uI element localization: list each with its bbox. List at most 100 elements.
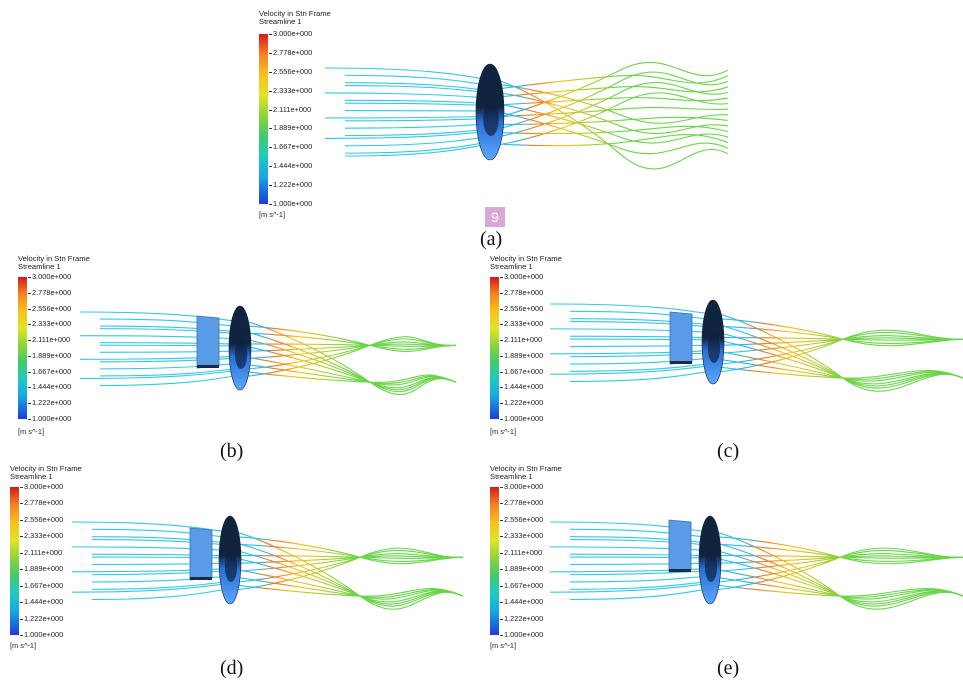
streamline (569, 549, 963, 590)
streamline-plot-a (324, 61, 729, 170)
legend-tick-label: 1.222e+000 (499, 613, 544, 623)
legend-e: Velocity in Stn Frame Streamline 1 3.000… (490, 464, 562, 650)
streamline (344, 82, 729, 147)
streamline (569, 575, 963, 598)
legend-tick-label: 2.778e+000 (499, 287, 544, 297)
legend-tick-label: 2.556e+000 (499, 514, 544, 524)
streamline (324, 125, 729, 139)
streamline (324, 107, 729, 119)
legend-a: Velocity in Stn Frame Streamline 1 3.000… (259, 9, 331, 219)
legend-tick-label: 1.444e+000 (499, 597, 544, 607)
caption-d: (d) (220, 657, 244, 679)
streamline (344, 85, 729, 135)
legend-title: Velocity in Stn Frame (490, 464, 562, 473)
streamline-plot-d (71, 515, 464, 610)
legend-tick-label: 1.667e+000 (27, 366, 72, 376)
legend-tick-label: 1.000e+000 (27, 414, 72, 423)
streamline (344, 99, 729, 144)
streamline-plot-e (549, 515, 963, 610)
rotor-hub (224, 551, 238, 582)
caption-a: (a) (480, 228, 503, 250)
legend-tick-label: 1.444e+000 (268, 161, 313, 171)
legend-tick-label: 1.000e+000 (19, 630, 64, 639)
legend-tick-label: 2.111e+000 (19, 547, 63, 557)
color-bar (490, 487, 499, 635)
legend-tick-label: 2.556e+000 (27, 303, 72, 313)
streamline (99, 338, 457, 377)
duct-shape (189, 527, 213, 581)
panel-a: Velocity in Stn Frame Streamline 1 3.000… (0, 0, 963, 250)
legend-tick-label: 2.333e+000 (499, 319, 544, 329)
streamline (344, 71, 729, 137)
legend-title: Velocity in Stn Frame (18, 254, 90, 263)
legend-tick-label: 1.889e+000 (268, 123, 313, 133)
legend-tick-label: 3.000e+000 (27, 272, 72, 281)
streamline (71, 521, 464, 610)
caption-e: (e) (717, 657, 740, 679)
duct-rim (197, 365, 219, 368)
streamline (71, 583, 464, 597)
legend-tick-label: 1.889e+000 (499, 350, 544, 360)
caption-b: (b) (220, 440, 244, 462)
streamline (344, 74, 729, 124)
legend-d: Velocity in Stn Frame Streamline 1 3.000… (10, 464, 82, 650)
legend-tick-label: 2.333e+000 (499, 531, 544, 541)
streamline (324, 67, 729, 170)
legend-title: Velocity in Stn Frame (259, 9, 331, 18)
legend-tick-label: 1.000e+000 (499, 414, 544, 423)
legend-tick-label: 1.444e+000 (19, 597, 64, 607)
rotor-hub (483, 102, 499, 136)
legend-tick-label: 3.000e+000 (268, 29, 313, 38)
legend-title: Velocity in Stn Frame (10, 464, 82, 473)
streamline (569, 331, 963, 372)
streamline (569, 547, 963, 601)
legend-tick-label: 3.000e+000 (499, 482, 544, 491)
legend-tick-label: 1.222e+000 (268, 180, 313, 190)
page-badge: 9 (485, 207, 505, 227)
streamline (344, 61, 729, 122)
legend-subtitle: Streamline 1 (18, 262, 61, 271)
rotor-hub (704, 551, 718, 582)
legend-subtitle: Streamline 1 (490, 262, 533, 271)
panel-e: Velocity in Stn Frame Streamline 1 3.000… (480, 460, 963, 684)
streamline (91, 549, 464, 590)
legend-tick-label: 1.889e+000 (499, 564, 544, 574)
color-bar (18, 277, 27, 419)
streamline (99, 362, 457, 384)
rotor-hub (234, 339, 248, 369)
legend-tick-label: 2.778e+000 (499, 498, 544, 508)
legend-tick-label: 2.111e+000 (268, 104, 312, 114)
color-bar (490, 277, 499, 419)
legend-units: [m s^-1] (18, 427, 45, 436)
streamline (549, 365, 963, 379)
legend-tick-label: 2.333e+000 (27, 319, 72, 329)
legend-tick-label: 1.000e+000 (499, 630, 544, 639)
duct-rim (190, 577, 212, 580)
legend-subtitle: Streamline 1 (10, 472, 53, 481)
legend-c: Velocity in Stn Frame Streamline 1 3.000… (490, 255, 562, 436)
legend-subtitle: Streamline 1 (259, 17, 302, 26)
streamline (549, 303, 963, 392)
streamline (99, 336, 457, 387)
streamline (91, 547, 464, 601)
streamline (79, 370, 457, 383)
legend-tick-label: 1.222e+000 (499, 398, 544, 408)
duct-shape (669, 311, 693, 365)
streamline (344, 116, 729, 129)
legend-tick-label: 2.333e+000 (268, 85, 313, 95)
legend-tick-label: 2.778e+000 (268, 47, 313, 57)
legend-tick-label: 1.667e+000 (499, 366, 544, 376)
streamline-plot-b (79, 305, 457, 396)
legend-tick-label: 1.222e+000 (27, 398, 72, 408)
legend-tick-label: 2.778e+000 (19, 498, 64, 508)
legend-units: [m s^-1] (490, 641, 517, 650)
streamline (324, 85, 729, 99)
streamline (549, 521, 963, 610)
streamline (344, 92, 729, 157)
legend-tick-label: 1.667e+000 (19, 580, 64, 590)
panel-d: Velocity in Stn Frame Streamline 1 3.000… (0, 460, 480, 684)
streamline (569, 553, 963, 576)
streamline-plot-c (549, 299, 963, 392)
legend-tick-label: 1.889e+000 (19, 564, 64, 574)
streamline (344, 97, 729, 106)
